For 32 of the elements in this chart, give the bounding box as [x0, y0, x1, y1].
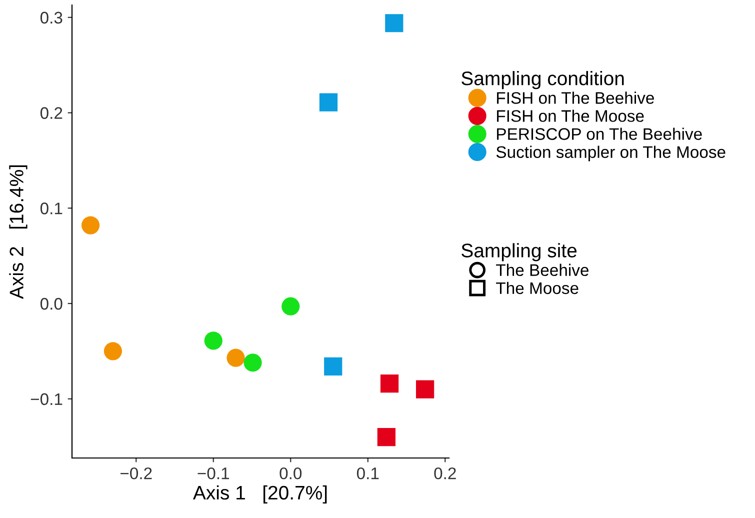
legend-label: PERISCOP on The Beehive [497, 128, 702, 140]
legend-label: Suction sampler on The Moose [496, 146, 726, 162]
x-tick-label: 0.0 [280, 467, 302, 480]
point [416, 380, 434, 398]
y-tick-label: −0.1 [30, 393, 62, 406]
y-tick-label: 0.1 [40, 202, 62, 214]
legend-label: FISH on The Beehive [497, 92, 654, 104]
point [81, 216, 100, 234]
text: Sampling site [462, 243, 577, 262]
y-tick-label: 0.2 [40, 107, 62, 119]
x-axis-title: Axis 1 [20.7%] [192, 485, 327, 504]
x-tick-label: 0.1 [356, 467, 379, 480]
point [244, 354, 262, 372]
y-axis-title: Axis 2 [16.4%] [9, 165, 28, 300]
x-tick-label: −0.1 [198, 467, 230, 480]
point [319, 93, 338, 112]
text: The Moose [496, 282, 578, 294]
text: The Beehive [496, 264, 589, 276]
y-tick-label: 0.3 [40, 12, 62, 24]
point [377, 428, 396, 446]
x-tick-label: −0.2 [120, 467, 152, 480]
y-tick-label: 0.0 [40, 298, 62, 310]
point [104, 342, 122, 360]
point [324, 357, 342, 376]
x-tick-label: 0.2 [434, 467, 456, 480]
point [380, 374, 399, 393]
point [204, 332, 222, 350]
point [226, 348, 245, 367]
legend-label: FISH on The Moose [497, 110, 644, 122]
point [282, 297, 300, 316]
point [385, 14, 404, 32]
legend-title: Sampling condition [462, 71, 624, 90]
